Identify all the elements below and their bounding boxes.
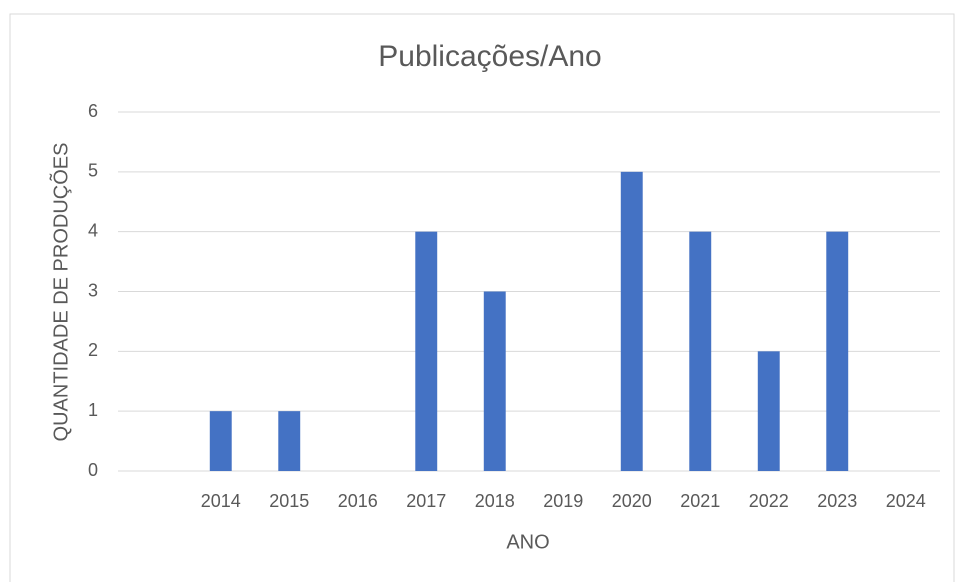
- y-tick-label: 0: [88, 460, 98, 480]
- bar: [620, 171, 643, 472]
- y-tick-label: 4: [88, 220, 98, 240]
- x-tick-label: 2018: [475, 491, 515, 511]
- y-tick-label: 2: [88, 340, 98, 360]
- bar: [415, 231, 438, 471]
- y-tick-label: 5: [88, 161, 98, 181]
- chart-border: [9, 13, 955, 582]
- x-tick-label: 2017: [406, 491, 446, 511]
- x-tick-label: 2022: [749, 491, 789, 511]
- bar: [278, 411, 301, 471]
- x-tick-label: 2015: [269, 491, 309, 511]
- y-axis-label: QUANTIDADE DE PRODUÇÕES: [48, 143, 72, 442]
- x-tick-label: 2019: [543, 491, 583, 511]
- x-tick-label: 2021: [680, 491, 720, 511]
- bar: [757, 351, 780, 471]
- x-tick-label: 2014: [201, 491, 241, 511]
- bar: [826, 231, 849, 471]
- x-tick-label: 2016: [338, 491, 378, 511]
- x-tick-label: 2024: [886, 491, 926, 511]
- y-tick-label: 1: [88, 400, 98, 420]
- x-tick-label: 2023: [817, 491, 857, 511]
- y-tick-label: 3: [88, 280, 98, 300]
- x-tick-label: 2020: [612, 491, 652, 511]
- bar: [483, 291, 506, 471]
- x-axis-label: ANO: [506, 531, 549, 553]
- chart-title: Publicações/Ano: [378, 40, 601, 73]
- bar: [209, 411, 232, 471]
- y-tick-label: 6: [88, 101, 98, 121]
- bar: [689, 231, 712, 471]
